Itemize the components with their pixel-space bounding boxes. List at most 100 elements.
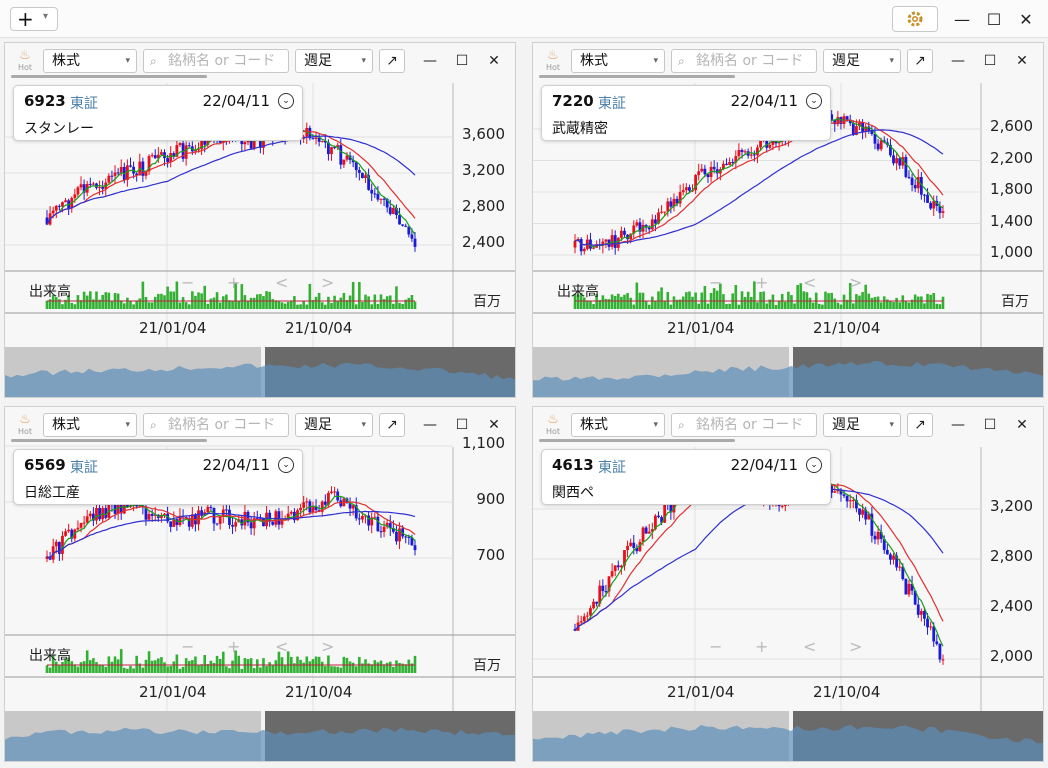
period-select[interactable]: 週足 ▾	[295, 413, 373, 437]
range-overview-navigator[interactable]	[533, 711, 1043, 761]
panel-close-button[interactable]: ✕	[488, 417, 500, 433]
toolbar-scrollbar[interactable]	[539, 439, 735, 442]
toolbar-scrollbar[interactable]	[11, 75, 207, 78]
range-overview-navigator[interactable]	[5, 347, 515, 397]
panel-minimize-button[interactable]: —	[423, 417, 437, 433]
panel-maximize-button[interactable]: ☐	[983, 53, 997, 69]
panel-maximize-button[interactable]: ☐	[455, 417, 469, 433]
popout-button[interactable]: ↗	[907, 413, 933, 437]
zoom-out-button[interactable]: −	[709, 273, 723, 292]
popout-button[interactable]: ↗	[907, 49, 933, 73]
hot-ranking-button[interactable]: ♨ Hot	[13, 413, 37, 441]
symbol-search-input[interactable]: ⌕ 銘柄名 or コード	[143, 49, 289, 73]
zoom-out-button[interactable]: −	[181, 637, 195, 656]
panel-maximize-button[interactable]: ☐	[455, 53, 469, 69]
candle-body	[623, 230, 626, 235]
candle-body	[163, 513, 166, 516]
period-select[interactable]: 週足 ▾	[823, 413, 901, 437]
settings-button[interactable]	[892, 6, 938, 32]
period-select[interactable]: 週足 ▾	[295, 49, 373, 73]
panel-minimize-button[interactable]: —	[951, 53, 965, 69]
stock-info-card: 7220 東証 22/04/11 ⌄ 武蔵精密	[541, 85, 831, 141]
candle-body	[641, 527, 645, 542]
volume-bar	[178, 668, 182, 673]
period-select[interactable]: 週足 ▾	[823, 49, 901, 73]
moving-average-line	[46, 501, 416, 559]
candle-body	[54, 541, 58, 547]
range-overview-navigator[interactable]	[5, 711, 515, 761]
panel-maximize-button[interactable]: ☐	[983, 417, 997, 433]
hot-ranking-button[interactable]: ♨ Hot	[541, 413, 565, 441]
candle-body	[601, 585, 605, 592]
candle-body	[153, 514, 157, 516]
volume-bar	[237, 655, 241, 673]
volume-bar	[855, 294, 858, 309]
scroll-right-button[interactable]: >	[321, 273, 335, 292]
candle-body	[277, 511, 281, 525]
panel-close-button[interactable]: ✕	[488, 53, 500, 69]
volume-bar	[774, 304, 778, 309]
candle-body	[339, 500, 343, 507]
market-select[interactable]: 株式 ▾	[571, 413, 665, 437]
panel-close-button[interactable]: ✕	[1016, 53, 1028, 69]
zoom-out-button[interactable]: −	[709, 637, 723, 656]
chevron-down-icon[interactable]: ⌄	[278, 93, 294, 109]
market-select[interactable]: 株式 ▾	[43, 49, 137, 73]
hot-ranking-button[interactable]: ♨ Hot	[13, 49, 37, 77]
candle-body	[357, 170, 361, 173]
date-axis-label: 21/10/04	[285, 319, 353, 337]
toolbar-scrollbar[interactable]	[539, 75, 735, 78]
scroll-right-button[interactable]: >	[849, 637, 863, 656]
date-axis-label: 21/10/04	[813, 683, 881, 701]
scroll-left-button[interactable]: <	[275, 637, 289, 656]
candle-body	[73, 194, 77, 198]
symbol-search-input[interactable]: ⌕ 銘柄名 or コード	[671, 49, 817, 73]
market-select[interactable]: 株式 ▾	[571, 49, 665, 73]
close-button[interactable]: ✕	[1019, 9, 1033, 29]
scroll-left-button[interactable]: <	[803, 273, 817, 292]
panel-minimize-button[interactable]: —	[423, 53, 437, 69]
volume-bar	[225, 294, 228, 309]
market-select[interactable]: 株式 ▾	[43, 413, 137, 437]
candle-body	[79, 184, 83, 188]
candle-body	[197, 510, 200, 525]
zoom-in-button[interactable]: +	[755, 637, 769, 656]
chevron-down-icon[interactable]: ⌄	[278, 457, 294, 473]
hot-ranking-button[interactable]: ♨ Hot	[541, 49, 565, 77]
candle-body	[749, 154, 753, 156]
volume-bar	[141, 667, 145, 673]
candle-body	[879, 531, 883, 539]
panel-minimize-button[interactable]: —	[951, 417, 965, 433]
volume-bar	[339, 297, 343, 309]
popout-button[interactable]: ↗	[379, 413, 405, 437]
volume-bar	[852, 303, 855, 309]
scroll-right-button[interactable]: >	[849, 273, 863, 292]
candle-body	[752, 154, 756, 156]
volume-bar	[126, 297, 129, 309]
popout-button[interactable]: ↗	[379, 49, 405, 73]
add-chart-button[interactable]: + ▾	[10, 7, 58, 31]
scroll-left-button[interactable]: <	[803, 637, 817, 656]
volume-bar	[762, 291, 765, 309]
volume-bar	[876, 296, 880, 309]
zoom-in-button[interactable]: +	[227, 637, 241, 656]
zoom-out-button[interactable]: −	[181, 273, 195, 292]
scroll-left-button[interactable]: <	[275, 273, 289, 292]
zoom-in-button[interactable]: +	[227, 273, 241, 292]
symbol-search-input[interactable]: ⌕ 銘柄名 or コード	[671, 413, 817, 437]
candle-body	[867, 126, 871, 131]
toolbar-scrollbar[interactable]	[11, 439, 207, 442]
scroll-right-button[interactable]: >	[321, 637, 335, 656]
volume-bar	[212, 297, 216, 309]
chevron-down-icon[interactable]: ⌄	[806, 457, 822, 473]
volume-bar	[73, 664, 77, 673]
chevron-down-icon[interactable]: ⌄	[806, 93, 822, 109]
zoom-in-button[interactable]: +	[755, 273, 769, 292]
symbol-search-input[interactable]: ⌕ 銘柄名 or コード	[143, 413, 289, 437]
minimize-button[interactable]: —	[954, 9, 970, 29]
panel-close-button[interactable]: ✕	[1016, 417, 1028, 433]
range-overview-navigator[interactable]	[533, 347, 1043, 397]
volume-bar	[839, 304, 843, 309]
maximize-button[interactable]: ☐	[986, 9, 1002, 29]
